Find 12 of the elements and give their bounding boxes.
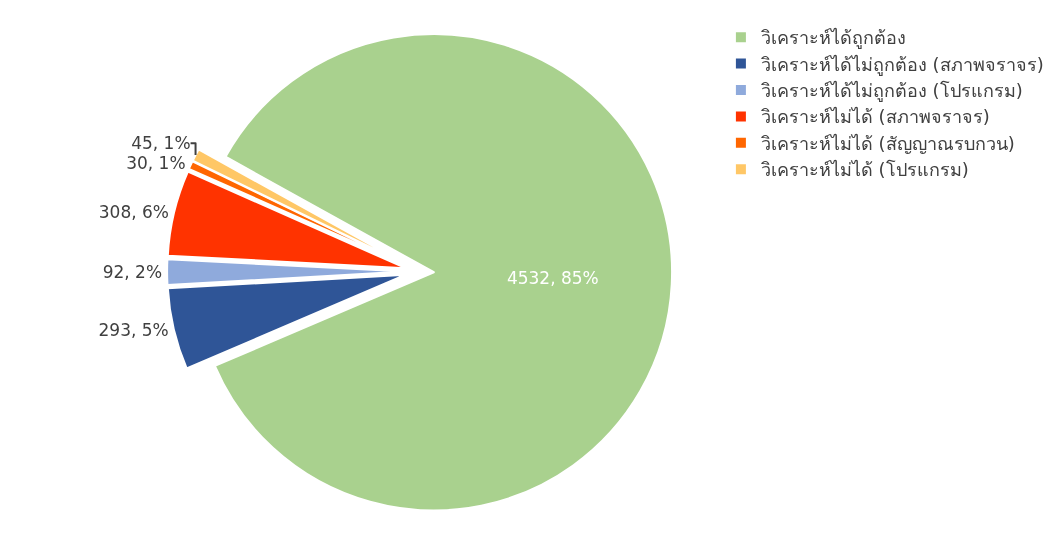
legend-label: วิเคราะห์ได้ไม่ถูกต้อง (โปรแกรม) [760, 80, 1023, 103]
data-label: 30, 1% [126, 153, 186, 174]
legend-label: วิเคราะห์ไม่ได้ (สภาพจราจร) [760, 106, 990, 128]
legend-label: วิเคราะห์ไม่ได้ (โปรแกรม) [760, 159, 969, 181]
data-label: 92, 2% [102, 262, 163, 283]
legend-label: วิเคราะห์ได้ถูกต้อง [760, 27, 906, 50]
data-label: 308, 6% [98, 202, 169, 223]
data-label: 4532, 85% [506, 268, 599, 289]
legend-label: วิเคราะห์ได้ไม่ถูกต้อง (สภาพจราจร) [760, 53, 1044, 76]
data-label: 293, 5% [98, 319, 169, 340]
data-label: 45, 1% [131, 133, 191, 154]
legend-label: วิเคราะห์ไม่ได้ (สัญญาณรบกวน) [760, 132, 1015, 154]
